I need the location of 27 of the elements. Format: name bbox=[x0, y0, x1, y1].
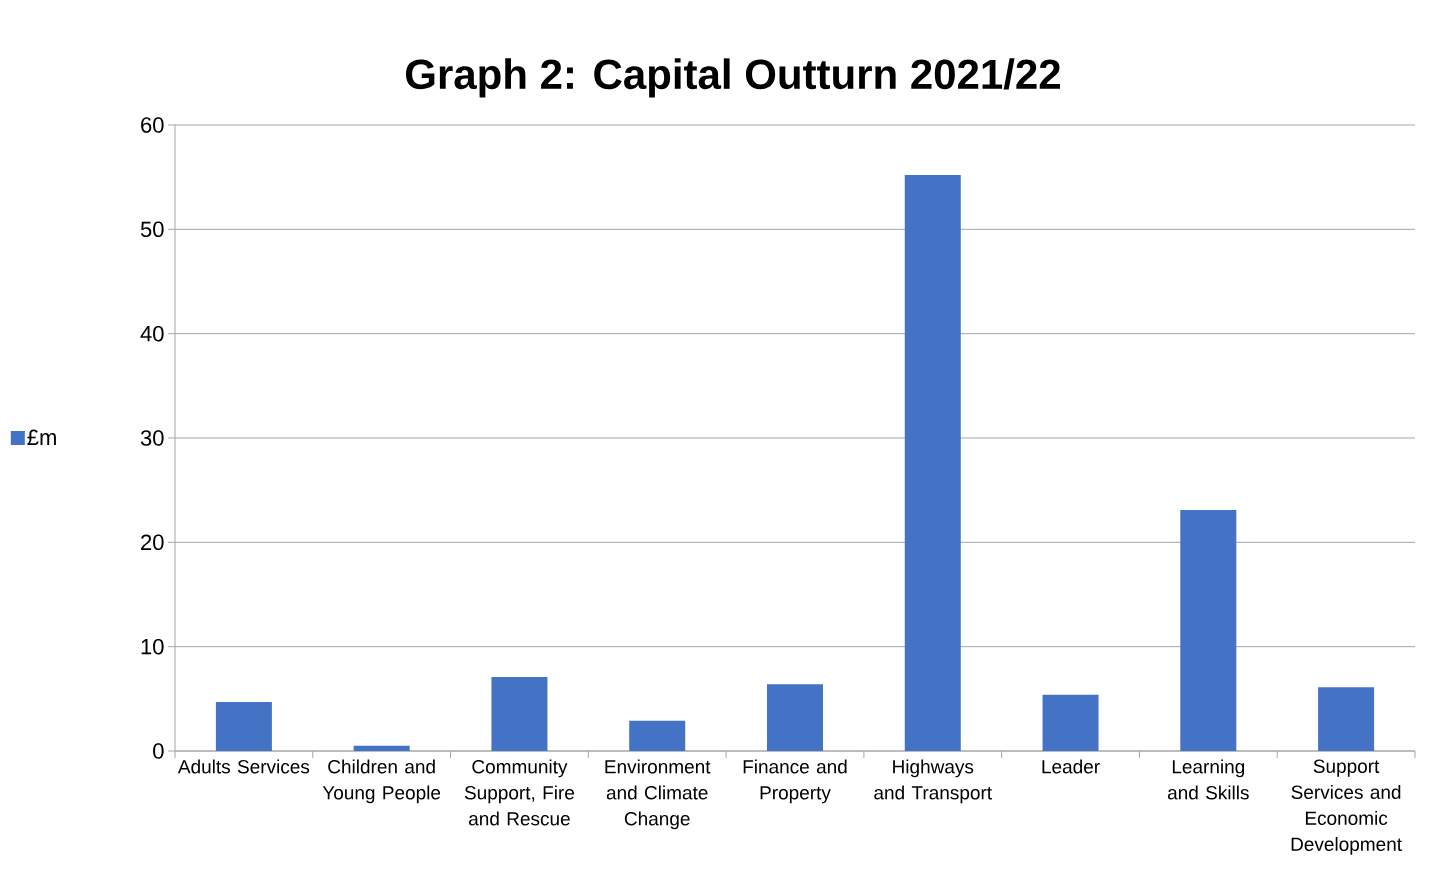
y-tick-label: 0 bbox=[153, 743, 164, 759]
x-tick-label: Learning and Skills bbox=[1167, 759, 1249, 800]
y-tick-label: 10 bbox=[141, 638, 164, 655]
x-tick-label: Community Support, Fire and Rescue bbox=[464, 759, 575, 826]
legend-label: £m bbox=[27, 429, 56, 445]
bar bbox=[1318, 687, 1375, 751]
y-tick-label: 40 bbox=[140, 325, 164, 342]
x-tick-label: Finance and Property bbox=[743, 759, 847, 804]
bar bbox=[215, 701, 272, 751]
bar bbox=[1042, 694, 1099, 751]
y-tick-label: 30 bbox=[140, 430, 164, 446]
bar bbox=[904, 175, 961, 751]
x-tick-label: Highways and Transport bbox=[874, 759, 992, 804]
bar bbox=[766, 684, 823, 751]
y-tick-label: 60 bbox=[141, 117, 164, 133]
x-tick-label: Environment and Climate Change bbox=[605, 759, 711, 830]
y-tick-label: 20 bbox=[141, 534, 164, 551]
chart-title: Graph 2: Capital Outturn 2021/22 bbox=[406, 58, 1060, 98]
bar bbox=[1180, 509, 1237, 751]
bar bbox=[353, 745, 410, 751]
x-tick-label: Adults Services bbox=[177, 759, 310, 774]
bar bbox=[491, 676, 548, 751]
y-tick-label: 50 bbox=[140, 221, 164, 238]
x-tick-label: Leader bbox=[1042, 759, 1100, 774]
x-tick-label: Children and Young People bbox=[322, 759, 441, 804]
bar bbox=[629, 720, 686, 751]
x-tick-label: Support Services and Economic Development bbox=[1291, 759, 1402, 855]
